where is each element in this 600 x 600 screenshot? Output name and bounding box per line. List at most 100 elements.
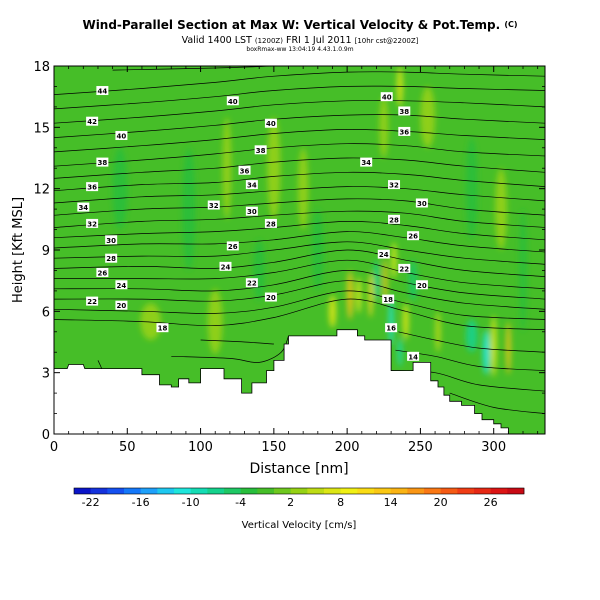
contour-label-text: 36 <box>87 184 97 192</box>
contour-label-text: 32 <box>87 220 97 228</box>
isentrope-line <box>54 198 545 216</box>
isentrope-line <box>54 100 545 124</box>
contour-label-text: 28 <box>389 216 399 224</box>
chart-subtitle: Valid 1400 LST (1200Z) FRI 1 Jul 2011 [1… <box>0 35 600 46</box>
contour-label-text: 14 <box>408 353 418 361</box>
contour-label-text: 34 <box>247 182 257 190</box>
x-tick-label: 100 <box>188 440 213 455</box>
x-axis: 0 50 100 150 200 250 300 <box>50 66 539 455</box>
isentrope-line <box>54 143 545 167</box>
contour-label: 26 <box>407 231 420 241</box>
velocity-cell <box>397 337 403 367</box>
x-axis-label: Distance [nm] <box>249 461 348 477</box>
contour-label-text: 28 <box>266 220 276 228</box>
y-tick-label: 15 <box>33 121 50 136</box>
contour-label-text: 20 <box>266 294 276 302</box>
chart-title: Wind-Parallel Section at Max W: Vertical… <box>0 18 600 32</box>
contour-label-text: 40 <box>228 98 238 106</box>
colorbar-bin <box>157 488 175 494</box>
subtitle-paren: (1200Z) <box>254 37 283 45</box>
contour-label: 38 <box>254 145 267 155</box>
velocity-cell <box>112 147 128 230</box>
contour-label-text: 40 <box>117 133 127 141</box>
contour-label: 38 <box>96 157 109 167</box>
y-tick-label: 9 <box>42 244 50 259</box>
y-tick-label: 0 <box>42 428 50 443</box>
subtitle-tail: [10hr cst@2200Z] <box>354 37 419 45</box>
contour-label-text: 26 <box>97 269 107 277</box>
isentrope-line <box>54 114 545 138</box>
colorbar-bin <box>124 488 141 494</box>
contour-label-text: 22 <box>399 265 409 273</box>
contour-label: 32 <box>388 180 401 190</box>
contour-label: 24 <box>377 249 390 259</box>
colorbar-bin <box>440 488 458 494</box>
velocity-cell <box>465 319 478 353</box>
colorbar-bin <box>290 488 308 494</box>
colorbar-tick-label: 14 <box>384 496 398 509</box>
isentrope-line <box>54 290 545 320</box>
colorbar-bin <box>207 488 225 494</box>
isentrope-line <box>54 270 545 300</box>
contour-label: 18 <box>382 294 395 304</box>
subtitle-date: FRI 1 Jul 2011 <box>285 35 352 46</box>
colorbar-bin <box>474 488 491 494</box>
contour-label-text: 18 <box>383 296 393 304</box>
velocity-cell <box>391 241 397 279</box>
contour-label: 34 <box>77 202 90 212</box>
isentrope-line <box>54 298 545 331</box>
x-tick-label: 150 <box>261 440 286 455</box>
velocity-cell <box>435 311 441 353</box>
velocity-cell <box>379 96 389 158</box>
colorbar-bin <box>374 488 391 494</box>
isentrope-line <box>54 171 545 192</box>
y-tick-label: 3 <box>42 367 50 382</box>
colorbar-bin <box>257 488 275 494</box>
chart-credit: boxRmax-ww 13:04:19 4.43.1.0.9m <box>246 46 354 53</box>
x-tick-label: 300 <box>481 440 506 455</box>
colorbar-bin <box>74 488 91 494</box>
plot-area: 44 42 40 38 36 34 32 30 28 26 24 22 20 18 40 40 38 36 34 32… <box>54 66 545 434</box>
contour-label-text: 34 <box>78 204 88 212</box>
isentrope-line <box>54 259 545 290</box>
velocity-cell <box>182 147 196 271</box>
contour-label: 36 <box>398 126 411 136</box>
contour-label: 40 <box>115 131 128 141</box>
contour-label: 14 <box>407 351 420 361</box>
colorbar-tick-label: 2 <box>287 496 294 509</box>
y-tick-label: 6 <box>42 305 50 320</box>
x-tick-label: 250 <box>408 440 433 455</box>
colorbar-bin <box>457 488 475 494</box>
colorbar-bin <box>324 488 341 494</box>
contour-label: 34 <box>245 180 258 190</box>
colorbar-bin <box>240 488 258 494</box>
colorbar-bin <box>340 488 358 494</box>
contour-label-text: 38 <box>256 147 266 155</box>
velocity-cell <box>267 117 281 220</box>
velocity-cell <box>368 272 373 318</box>
colorbar-tick-label: -22 <box>82 496 100 509</box>
velocity-cell <box>373 260 380 302</box>
velocity-cell <box>253 239 266 302</box>
contour-label: 22 <box>398 263 411 273</box>
velocity-cell <box>506 321 511 375</box>
colorbar-bin <box>490 488 508 494</box>
x-tick-label: 200 <box>335 440 360 455</box>
colorbar-bin <box>507 488 525 494</box>
colorbar-tick-label: -16 <box>132 496 150 509</box>
contour-label: 22 <box>245 278 258 288</box>
velocity-cell <box>383 258 388 304</box>
contour-label: 26 <box>96 267 109 277</box>
isentrope-line <box>54 280 545 310</box>
colorbar-tick-label: -4 <box>235 496 246 509</box>
contour-label-text: 38 <box>399 108 409 116</box>
contour-label: 38 <box>398 106 411 116</box>
contour-label-text: 20 <box>117 302 127 310</box>
contour-label-text: 36 <box>240 167 250 175</box>
colorbar-bin <box>357 488 375 494</box>
isentrope-line <box>398 331 545 353</box>
title-mark: (C) <box>504 20 518 29</box>
contour-label-text: 24 <box>117 282 127 290</box>
